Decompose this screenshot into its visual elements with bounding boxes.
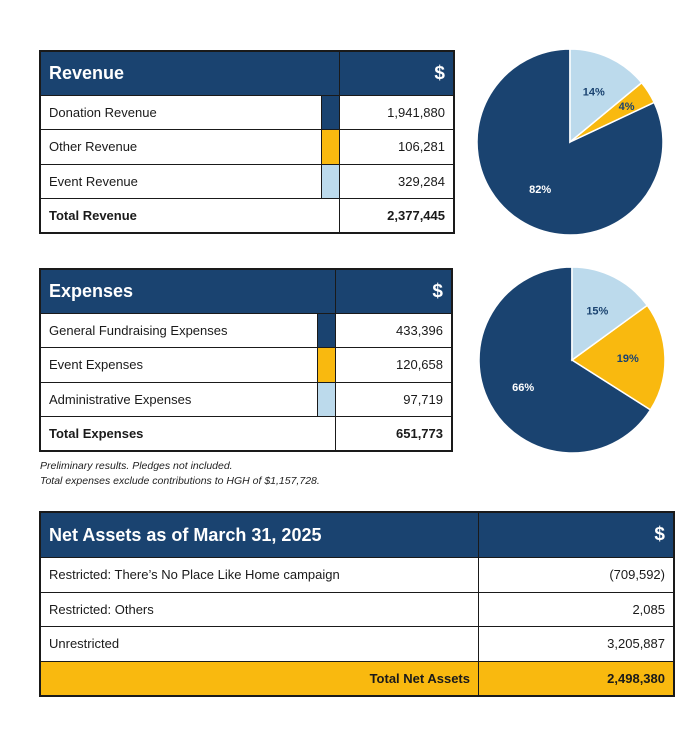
color-swatch: [320, 129, 341, 165]
color-swatch: [317, 381, 336, 417]
total-value: 2,498,380: [478, 660, 674, 696]
row-value: 120,658: [335, 347, 452, 383]
revenue-table: Revenue $ Donation Revenue 1,941,880 Oth…: [39, 50, 455, 234]
table-row: Administrative Expenses 97,719: [40, 381, 452, 417]
row-value: 3,205,887: [478, 626, 674, 662]
row-label: Other Revenue: [40, 129, 322, 165]
row-value: 2,085: [478, 591, 674, 627]
pie-slice: [570, 304, 666, 411]
pie-slice-label: 19%: [617, 353, 639, 365]
footnote-line-1: Preliminary results. Pledges not include…: [40, 460, 233, 472]
total-label: Total Revenue: [39, 197, 341, 234]
table-row: Unrestricted 3,205,887: [40, 626, 674, 662]
pie-slice: [569, 48, 643, 144]
pie-slice-label: 82%: [529, 184, 551, 196]
footnote: Preliminary results. Pledges not include…: [40, 459, 320, 489]
row-label: General Fundraising Expenses: [40, 312, 318, 349]
table-row: General Fundraising Expenses 433,396: [40, 312, 452, 349]
total-label: Total Net Assets: [40, 660, 479, 696]
row-label: Unrestricted: [40, 626, 479, 662]
pie-slice: [476, 48, 664, 236]
pie-slice: [478, 266, 652, 454]
table-row: Restricted: There’s No Place Like Home c…: [40, 557, 674, 593]
row-label: Restricted: There’s No Place Like Home c…: [40, 557, 479, 593]
table-row: Donation Revenue 1,941,880: [40, 94, 454, 131]
footnote-line-2: Total expenses exclude contributions to …: [40, 475, 320, 487]
pie-slice-label: 4%: [619, 101, 635, 113]
row-label: Event Revenue: [40, 163, 322, 199]
expenses-title: Expenses: [40, 269, 336, 314]
row-label: Administrative Expenses: [40, 381, 318, 417]
net-assets-table: Net Assets as of March 31, 2025 $ Restri…: [39, 511, 675, 697]
color-swatch: [320, 94, 341, 131]
color-swatch: [317, 347, 336, 383]
row-value: 329,284: [339, 163, 454, 199]
color-swatch: [320, 163, 341, 199]
expenses-pie-chart: 66% 19% 15%: [478, 266, 666, 454]
pie-slice-label: 66%: [512, 382, 534, 394]
row-value: (709,592): [478, 557, 674, 593]
row-value: 433,396: [335, 312, 452, 349]
table-row: Other Revenue 106,281: [40, 129, 454, 165]
row-label: Restricted: Others: [40, 591, 479, 627]
pie-slice-label: 14%: [583, 87, 605, 99]
total-row: Total Expenses 651,773: [40, 415, 452, 452]
row-value: 106,281: [339, 129, 454, 165]
revenue-title: Revenue: [39, 51, 341, 96]
pie-slice: [571, 266, 649, 362]
row-value: 1,941,880: [339, 94, 454, 131]
row-label: Donation Revenue: [40, 94, 322, 131]
net-assets-title: Net Assets as of March 31, 2025: [40, 512, 479, 558]
total-value: 2,377,445: [339, 197, 454, 234]
total-value: 651,773: [335, 415, 452, 452]
revenue-pie-chart: 82% 4% 14%: [476, 48, 664, 236]
color-swatch: [317, 312, 336, 349]
total-row: Total Net Assets 2,498,380: [40, 660, 674, 696]
net-assets-currency-header: $: [478, 512, 674, 558]
expenses-currency-header: $: [335, 269, 452, 314]
expenses-table: Expenses $ General Fundraising Expenses …: [39, 268, 453, 452]
table-row: Event Revenue 329,284: [40, 163, 454, 199]
total-row: Total Revenue 2,377,445: [39, 197, 454, 234]
row-label: Event Expenses: [40, 347, 318, 383]
total-label: Total Expenses: [40, 415, 336, 452]
pie-slice-label: 15%: [586, 305, 608, 317]
revenue-currency-header: $: [339, 51, 454, 96]
table-row: Restricted: Others 2,085: [40, 591, 674, 627]
row-value: 97,719: [335, 381, 452, 417]
table-row: Event Expenses 120,658: [40, 347, 452, 383]
